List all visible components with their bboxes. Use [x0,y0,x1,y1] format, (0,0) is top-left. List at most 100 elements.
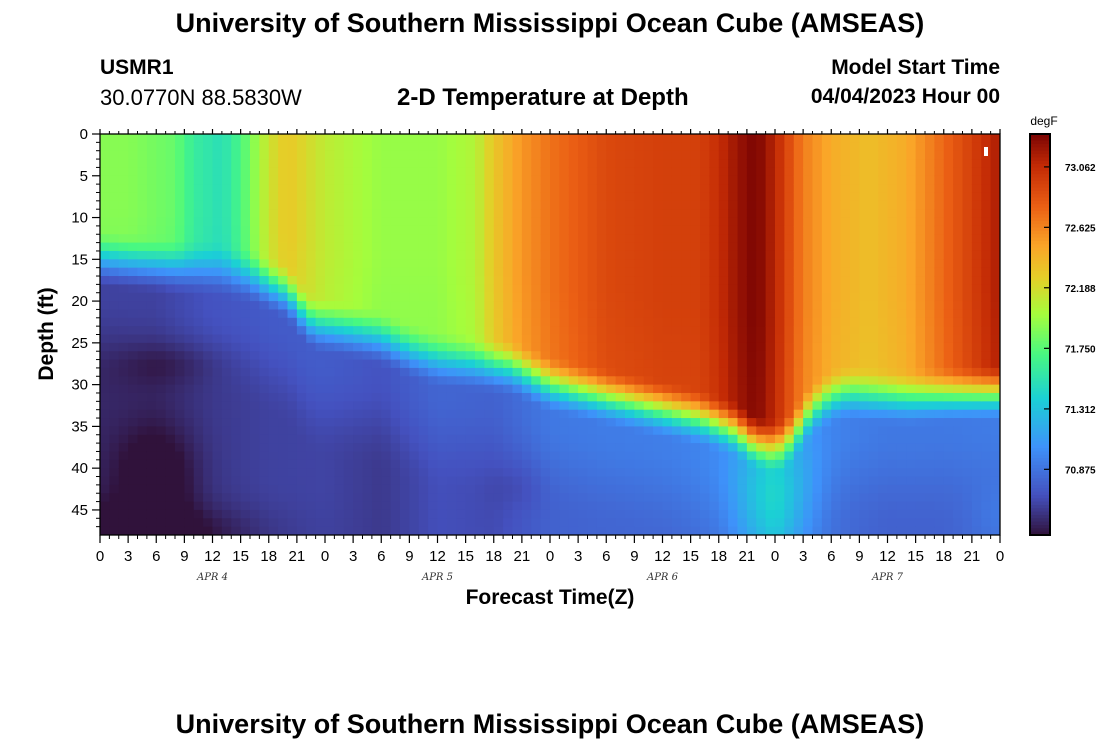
heatmap-cell [287,334,298,344]
heatmap-cell [568,459,579,469]
heatmap-cell [596,276,607,285]
heatmap-cell [568,309,579,319]
heatmap-cell [746,351,757,361]
date-label: APR 5 [421,572,453,583]
heatmap-cell [821,234,832,244]
heatmap-cell [643,384,654,394]
heatmap-cell [718,309,729,319]
heatmap-cell [334,359,345,369]
colorbar-segment [1030,244,1050,249]
heatmap-cell [962,142,973,152]
heatmap-cell [203,476,214,486]
heatmap-cell [868,351,879,361]
heatmap-cell [934,351,945,361]
heatmap-cell [634,451,645,461]
heatmap-cell [240,384,251,394]
heatmap-cell [625,493,635,503]
heatmap-cell [109,468,120,478]
heatmap-cell [831,526,842,535]
heatmap-cell [906,493,917,503]
heatmap-cell [362,175,373,185]
heatmap-cell [231,317,242,327]
heatmap-cell [700,134,710,143]
heatmap-cell [325,267,335,277]
heatmap-cell [353,434,364,444]
heatmap-cell [896,276,907,285]
heatmap-cell [109,200,120,210]
heatmap-cell [878,451,889,461]
heatmap-cell [503,334,514,344]
heatmap-cell [428,376,439,386]
heatmap-cell [212,134,223,143]
heatmap-cell [428,418,439,427]
heatmap-cell [325,217,335,227]
heatmap-cell [821,451,832,461]
heatmap-cell [250,351,260,361]
heatmap-cell [850,351,860,361]
heatmap-cell [737,476,748,486]
heatmap-cell [137,367,148,377]
heatmap-cell [850,509,860,519]
heatmap-cell [409,526,420,535]
heatmap-cell [934,401,945,411]
heatmap-cell [962,518,973,528]
heatmap-cell [615,376,626,386]
heatmap-cell [690,451,701,461]
heatmap-cell [437,518,448,528]
heatmap-cell [756,434,767,444]
heatmap-cell [484,301,495,311]
heatmap-cell [540,267,551,277]
heatmap-cell [596,250,607,260]
heatmap-cell [728,217,739,227]
heatmap-cell [831,501,842,511]
heatmap-cell [850,468,860,478]
heatmap-cell [446,367,457,377]
heatmap-cell [625,142,635,152]
heatmap-cell [475,384,485,394]
heatmap-cell [868,501,879,511]
heatmap-cell [250,276,260,285]
heatmap-cell [990,142,1000,152]
heatmap-cell [268,367,279,377]
heatmap-cell [193,301,204,311]
heatmap-cell [859,434,870,444]
heatmap-cell [259,292,270,302]
heatmap-cell [625,309,635,319]
heatmap-cell [221,184,232,194]
heatmap-cell [381,334,392,344]
heatmap-cell [990,476,1000,486]
heatmap-cell [521,484,532,494]
heatmap-cell [240,376,251,386]
heatmap-cell [793,384,804,394]
heatmap-cell [315,150,326,160]
heatmap-cell [756,150,767,160]
heatmap-cell [606,317,617,327]
heatmap-cell [690,384,701,394]
heatmap-cell [859,234,870,244]
heatmap-cell [671,242,682,252]
heatmap-cell [231,309,242,319]
heatmap-cell [221,392,232,402]
heatmap-cell [878,242,889,252]
heatmap-cell [231,392,242,402]
heatmap-cell [662,301,673,311]
heatmap-cell [953,484,964,494]
heatmap-cell [184,392,195,402]
heatmap-cell [231,493,242,503]
heatmap-cell [100,292,110,302]
heatmap-cell [418,242,429,252]
heatmap-cell [615,493,626,503]
heatmap-cell [859,175,870,185]
heatmap-cell [840,142,851,152]
heatmap-cell [850,175,860,185]
heatmap-cell [896,142,907,152]
heatmap-cell [615,209,626,219]
heatmap-cell [700,167,710,177]
heatmap-cell [981,518,992,528]
heatmap-cell [400,167,410,177]
colorbar-segment [1030,408,1050,412]
heatmap-cell [475,334,485,344]
colorbar-segment [1030,147,1050,152]
heatmap-cell [831,276,842,285]
heatmap-cell [878,134,889,143]
